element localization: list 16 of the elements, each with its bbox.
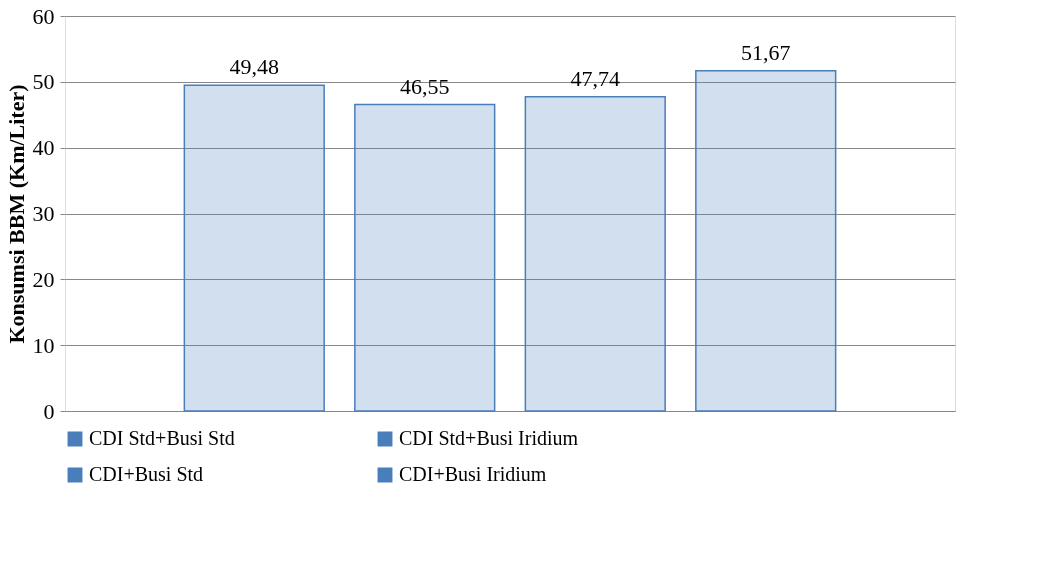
legend-label: CDI Std+Busi Iridium xyxy=(399,427,579,449)
y-axis-title: Konsumsi BBM (Km/Liter) xyxy=(3,84,29,344)
legend-label: CDI Std+Busi Std xyxy=(89,427,235,449)
data-label: 51,67 xyxy=(741,39,791,65)
data-label: 47,74 xyxy=(570,65,620,91)
y-tick-label: 10 xyxy=(32,332,55,358)
y-tick-label: 30 xyxy=(32,201,55,226)
y-tick-label: 60 xyxy=(32,3,55,29)
y-tick-label: 20 xyxy=(32,266,55,292)
legend-label: CDI+Busi Iridium xyxy=(399,463,547,485)
y-tick-label: 50 xyxy=(32,69,55,95)
data-label: 49,48 xyxy=(229,54,279,80)
y-tick-label: 0 xyxy=(43,398,55,424)
y-tick-label: 40 xyxy=(32,135,55,161)
legend-label: CDI+Busi Std xyxy=(89,463,204,485)
data-label: 46,55 xyxy=(400,73,450,99)
